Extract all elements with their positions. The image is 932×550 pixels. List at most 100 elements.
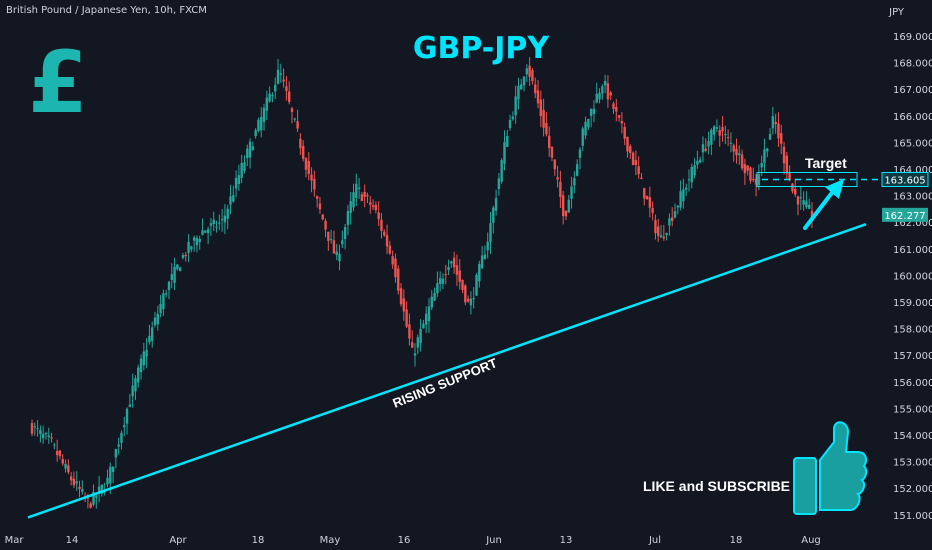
candle xyxy=(285,75,288,101)
price-axis[interactable]: 169.000 168.000 167.000 166.000 165.000 164.0… xyxy=(893,32,932,522)
candle xyxy=(503,130,506,171)
candle xyxy=(69,472,73,486)
candle xyxy=(788,165,791,182)
candle xyxy=(192,235,196,252)
candle xyxy=(637,156,640,179)
candle xyxy=(701,136,705,163)
candle xyxy=(204,230,207,233)
candle xyxy=(324,218,327,238)
candle xyxy=(466,295,470,303)
candle xyxy=(282,68,285,88)
candle xyxy=(327,231,330,251)
time-tick: 14 xyxy=(66,535,79,546)
candle xyxy=(450,260,453,268)
candle xyxy=(799,185,803,210)
candle xyxy=(497,173,501,196)
candle xyxy=(743,158,747,185)
candle xyxy=(30,419,34,437)
time-axis[interactable]: Mar 14 Apr 18 May 16 Jun 13 Jul 18 Aug xyxy=(5,535,821,546)
candle xyxy=(693,158,696,179)
candle xyxy=(274,77,277,99)
candle xyxy=(480,246,484,269)
candle xyxy=(419,319,422,352)
candle xyxy=(657,218,660,242)
candle xyxy=(341,230,344,249)
candle xyxy=(525,64,529,83)
candle xyxy=(506,129,509,147)
candle xyxy=(184,251,187,262)
candle xyxy=(707,131,710,155)
thumbs-up-icon[interactable] xyxy=(793,421,868,515)
candle xyxy=(50,432,53,443)
cta-label[interactable]: LIKE and SUBSCRIBE xyxy=(643,478,790,494)
candle xyxy=(97,475,101,503)
time-tick: 16 xyxy=(398,535,411,546)
candle xyxy=(369,195,372,214)
rising-support-line[interactable] xyxy=(27,223,867,519)
candle xyxy=(478,260,481,288)
candle xyxy=(380,212,383,239)
candle xyxy=(464,284,467,306)
target-zone[interactable] xyxy=(756,172,858,188)
price-tick: 156.000 xyxy=(893,378,932,389)
candle xyxy=(631,151,635,166)
candle xyxy=(643,187,646,206)
candle xyxy=(290,106,294,124)
candle xyxy=(592,100,596,123)
candle xyxy=(304,157,308,178)
candle xyxy=(550,146,554,162)
candle xyxy=(458,258,461,290)
candle xyxy=(411,330,414,349)
candle xyxy=(696,150,699,169)
target-price-badge[interactable]: 163.605 xyxy=(881,172,929,188)
candle xyxy=(366,192,369,203)
candle xyxy=(151,321,154,348)
candle xyxy=(492,205,495,234)
svg-text:£: £ xyxy=(28,33,88,133)
candle xyxy=(721,116,724,142)
price-tick: 153.000 xyxy=(893,458,932,469)
candle xyxy=(668,213,671,236)
candle xyxy=(444,264,447,285)
candle xyxy=(209,218,213,236)
candle xyxy=(251,141,255,151)
price-tick: 155.000 xyxy=(893,404,932,415)
price-tick: 169.000 xyxy=(893,32,932,43)
candle xyxy=(178,266,182,272)
candle xyxy=(299,133,302,155)
candle xyxy=(584,116,587,140)
candle xyxy=(181,252,185,260)
candle xyxy=(436,271,439,297)
candle xyxy=(520,78,523,90)
candle xyxy=(754,173,758,197)
candle xyxy=(687,169,691,192)
candle xyxy=(310,167,313,193)
candle xyxy=(125,407,129,435)
symbol-header[interactable]: British Pound / Japanese Yen, 10h, FXCM xyxy=(6,5,207,16)
price-tick: 164.000 xyxy=(893,165,932,176)
candle xyxy=(494,189,498,216)
candle xyxy=(195,235,199,253)
candle xyxy=(215,220,218,233)
candle xyxy=(698,156,702,164)
candle xyxy=(805,191,808,209)
candle xyxy=(391,250,394,269)
candle xyxy=(766,147,769,158)
current-price-badge[interactable]: 162.277 xyxy=(882,207,928,222)
candle xyxy=(710,128,713,155)
target-label: Target xyxy=(805,155,847,171)
candle xyxy=(332,230,336,254)
candle xyxy=(752,167,755,182)
candle xyxy=(265,90,269,121)
candle xyxy=(246,144,249,167)
candle xyxy=(601,84,604,100)
candle xyxy=(575,159,579,177)
time-tick: 18 xyxy=(730,535,743,546)
candle xyxy=(671,207,674,227)
candle xyxy=(570,176,573,209)
candle xyxy=(567,195,570,213)
candle xyxy=(128,393,132,408)
candle xyxy=(771,106,775,135)
